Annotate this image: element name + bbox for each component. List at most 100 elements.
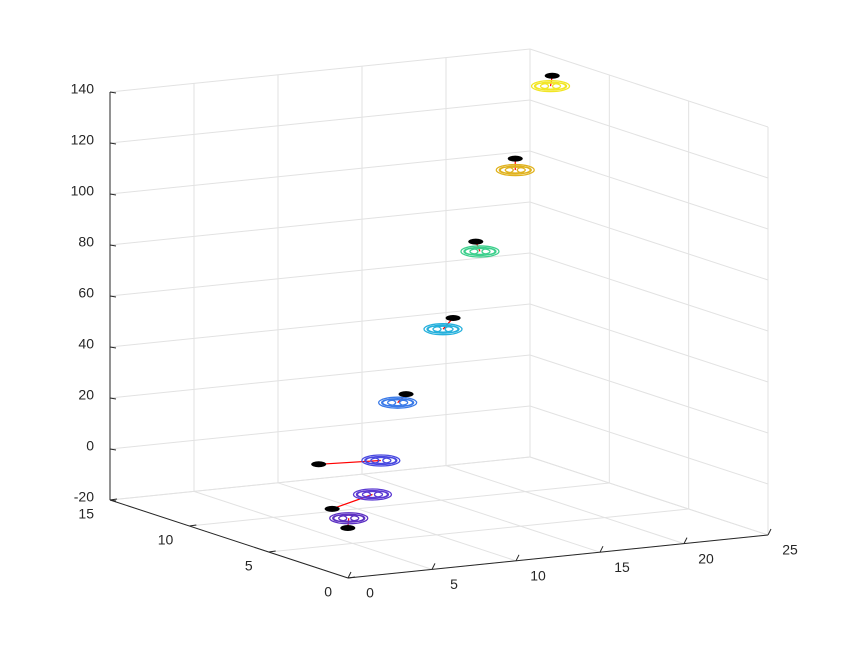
drone-ring (378, 396, 418, 409)
x-tick (767, 528, 772, 536)
grid-line (109, 99, 531, 144)
x-tick (347, 571, 352, 579)
ring-part (361, 490, 384, 499)
z-tick-label: 120 (71, 132, 95, 148)
z-tick (109, 397, 117, 400)
z-tick-label: 140 (71, 81, 95, 97)
target-disc (468, 238, 484, 245)
x-tick-label: 10 (530, 568, 546, 584)
z-tick (109, 346, 117, 349)
drone-ring (361, 454, 401, 467)
x-tick (431, 563, 436, 570)
grid-line (109, 48, 531, 93)
ring-part (378, 396, 418, 409)
grid-line (529, 405, 769, 485)
ring-part (469, 247, 491, 256)
x-tick-label: 15 (614, 559, 630, 575)
grid-line (529, 150, 769, 230)
z-tick-label: 60 (78, 285, 94, 301)
grid-line (529, 99, 769, 179)
grid-line (109, 405, 531, 450)
z-tick (109, 193, 117, 196)
target-disc (507, 155, 523, 162)
grid-line (109, 354, 531, 399)
drone-ring (460, 245, 500, 258)
y-axis (109, 499, 349, 579)
x-axis (347, 534, 769, 579)
drone-ring (352, 488, 393, 501)
z-tick (109, 244, 117, 247)
grid-line (109, 303, 531, 348)
grid-line (529, 303, 769, 383)
z-tick-label: 100 (71, 183, 95, 199)
ring-part (338, 514, 360, 522)
grid-line (277, 482, 517, 562)
x-tick-label: 0 (366, 585, 374, 601)
ring-part (356, 489, 389, 500)
y-tick (189, 524, 197, 527)
ring-part (516, 166, 532, 174)
z-tick-label: 20 (78, 387, 94, 403)
ring-part (382, 456, 398, 465)
grid-line (529, 456, 769, 536)
y-tick-label: 0 (324, 584, 332, 600)
z-tick (109, 295, 117, 298)
grid-line (529, 48, 769, 128)
z-tick-label: 0 (86, 438, 94, 454)
ring-part (373, 490, 390, 499)
ring-part (352, 488, 393, 501)
grid-line (109, 201, 531, 246)
x-tick (515, 554, 520, 562)
x-tick (683, 537, 688, 544)
y-tick (268, 550, 276, 553)
ring-part (423, 323, 463, 336)
ring-part (481, 247, 497, 256)
grid-line (445, 465, 685, 545)
y-tick-label: 5 (245, 558, 253, 574)
y-tick (347, 576, 356, 579)
grid-line (529, 354, 769, 434)
target-disc (324, 505, 340, 512)
y-tick-label: 10 (158, 532, 174, 548)
grid-line (193, 490, 433, 570)
ring-part (463, 247, 479, 256)
target-disc (445, 314, 461, 321)
z-tick (109, 499, 117, 502)
ring-part (530, 79, 571, 93)
drone-ring (329, 512, 369, 525)
grid-line (109, 150, 531, 195)
ring-part (329, 512, 369, 525)
target-disc (398, 391, 414, 398)
ring-part (350, 514, 366, 522)
z-tick (109, 91, 117, 94)
ring-part (495, 163, 535, 177)
ring-part (464, 246, 496, 257)
drone-ring (423, 323, 463, 336)
target-disc (311, 461, 327, 468)
ring-part (355, 490, 372, 499)
x-tick-label: 20 (698, 550, 714, 566)
ring-part (427, 324, 459, 334)
ring-part (365, 455, 397, 466)
ring-part (534, 81, 567, 91)
ring-part (539, 82, 562, 90)
y-tick-label: 15 (78, 506, 94, 522)
grid-line (361, 473, 601, 553)
ring-part (333, 513, 365, 523)
grid-line (268, 508, 689, 553)
ring-part (332, 514, 348, 522)
z-tick-label: 40 (78, 336, 94, 352)
ring-part (370, 456, 392, 465)
x-tick-label: 25 (782, 542, 798, 558)
target-disc (544, 72, 560, 79)
z-tick (109, 142, 117, 145)
grid-line (109, 252, 531, 297)
ring-part (399, 399, 415, 407)
ring-part (364, 456, 380, 465)
ring-part (551, 82, 568, 90)
ring-part (460, 245, 500, 258)
grid-line (529, 252, 769, 332)
target-disc (340, 524, 356, 531)
z-tick-label: -20 (74, 489, 94, 505)
grid-line (189, 482, 610, 527)
